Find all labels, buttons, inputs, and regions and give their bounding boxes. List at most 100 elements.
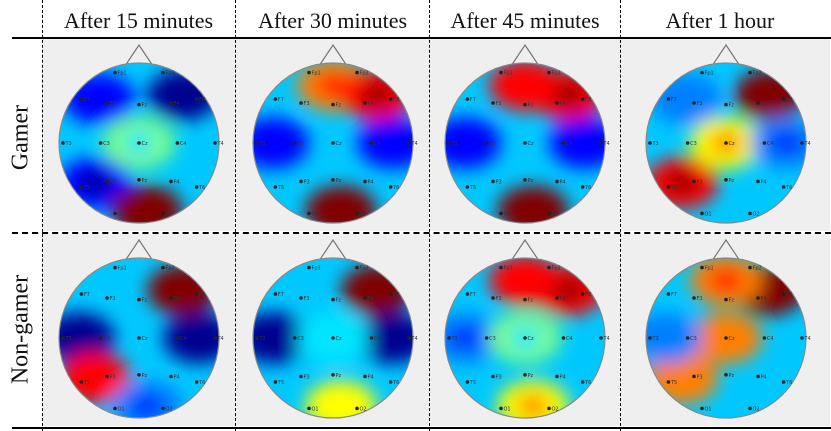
electrode-C3 (292, 141, 296, 145)
electrode-P3 (691, 179, 696, 184)
electrode-O2 (547, 211, 551, 216)
electrode-label-F3: F3 (303, 101, 309, 107)
electrode-label-C3: C3 (690, 141, 697, 147)
electrode-T3 (254, 141, 259, 145)
electrode-Pz (523, 373, 527, 377)
electrode-Fz (523, 297, 527, 302)
electrode-label-Cz: Cz (142, 336, 148, 342)
electrode-C4 (175, 336, 180, 340)
electrode-label-Pz: Pz (335, 178, 341, 184)
electrode-C4 (561, 336, 566, 340)
electrode-label-T4: T4 (803, 336, 810, 342)
topographic-map: Fp1 Fp2 F7 F3 Fz F4 F8 T3 C3 Cz C4 T4 T5 P3 Pz P4 T6 O1 O2 (644, 238, 810, 419)
topographic-map: Fp1 Fp2 F7 F3 Fz F4 F8 T3 C3 Cz C4 T4 T5 P3 Pz P4 T6 O1 O2 (644, 43, 810, 224)
electrode-label-Fp2: Fp2 (552, 266, 561, 272)
activation-core-temporal-left (63, 326, 95, 350)
electrode-F8 (580, 97, 585, 101)
electrode-O2 (161, 406, 165, 411)
electrode-label-F7: F7 (470, 292, 476, 298)
electrode-Cz (137, 141, 141, 145)
electrode-label-Fz: Fz (528, 103, 534, 109)
electrode-C3 (484, 141, 489, 145)
head-outline (444, 62, 606, 224)
electrode-label-Fp1: Fp1 (504, 266, 513, 272)
electrode-label-C4: C4 (766, 336, 773, 342)
activation-core-parietal-left (79, 366, 111, 390)
electrode-label-Fp2: Fp2 (752, 266, 761, 272)
electrode-F4 (169, 296, 173, 300)
activation-core-temporal-left (256, 131, 289, 155)
electrode-P4 (555, 374, 559, 379)
electrode-Fz (330, 102, 335, 107)
electrode-Fp2 (547, 265, 551, 270)
electrode-label-P3: P3 (496, 374, 502, 380)
electrode-F8 (781, 97, 785, 101)
topographic-map: Fp1 Fp2 F7 F3 Fz F4 F8 T3 C3 Cz C4 T4 T5 P3 Pz P4 T6 O1 O2 (444, 238, 610, 419)
electrode-T4 (799, 141, 804, 145)
electrode-P3 (298, 179, 303, 184)
electrode-label-F3: F3 (110, 101, 116, 107)
electrode-label-F4: F4 (174, 296, 180, 302)
electrode-label-Fp1: Fp1 (311, 71, 320, 77)
electrode-label-Pz: Pz (142, 373, 148, 379)
electrode-label-P3: P3 (496, 179, 502, 185)
head-nose (711, 238, 740, 262)
electrode-label-T6: T6 (785, 185, 792, 191)
electrode-C3 (98, 336, 103, 340)
electrode-label-F8: F8 (585, 97, 591, 103)
electrode-label-C3: C3 (489, 141, 496, 147)
electrode-T5 (666, 380, 670, 384)
electrode-label-F3: F3 (303, 296, 309, 302)
topographic-map: Fp1 Fp2 F7 F3 Fz F4 F8 T3 C3 Cz C4 T4 T5 P3 Pz P4 T6 O1 O2 (251, 238, 417, 419)
electrode-label-P3: P3 (303, 179, 309, 185)
head-outline (444, 257, 606, 419)
electrode-label-Pz: Pz (528, 178, 534, 184)
electrode-label-T3: T3 (451, 336, 458, 342)
electrode-F4 (555, 101, 559, 105)
electrode-label-Pz: Pz (728, 178, 734, 184)
column-divider-0 (42, 0, 43, 431)
electrode-Cz (137, 336, 141, 340)
electrode-label-Fp2: Fp2 (166, 266, 175, 272)
electrode-T5 (273, 185, 277, 189)
electrode-label-T4: T4 (217, 141, 224, 147)
head-outline (58, 257, 220, 419)
electrode-T4 (213, 336, 217, 340)
activation-core-temporal-right (376, 326, 409, 350)
electrode-T6 (194, 185, 199, 189)
electrode-Pz (723, 373, 728, 377)
electrode-O2 (161, 211, 165, 216)
electrode-Fp1 (113, 70, 117, 75)
electrode-label-Fp1: Fp1 (704, 266, 713, 272)
top-rule (12, 37, 831, 39)
bottom-rule (12, 427, 831, 429)
electrode-P3 (491, 179, 495, 184)
electrode-Cz (723, 336, 728, 340)
electrode-Fp1 (499, 265, 503, 270)
electrode-label-O1: O1 (311, 406, 318, 412)
electrode-label-F7: F7 (84, 97, 90, 103)
electrode-Fp2 (161, 265, 165, 270)
electrode-label-Pz: Pz (335, 373, 341, 379)
electrode-label-Pz: Pz (528, 373, 534, 379)
electrode-O1 (113, 406, 117, 411)
head-nose (124, 43, 154, 67)
electrode-label-T3: T3 (65, 141, 72, 147)
electrode-label-T5: T5 (669, 185, 676, 191)
electrode-label-P4: P4 (174, 179, 180, 185)
electrode-label-Fp2: Fp2 (359, 71, 368, 77)
electrode-O2 (354, 211, 359, 216)
electrode-label-F7: F7 (277, 292, 283, 298)
electrode-F7 (666, 292, 670, 296)
electrode-label-Fp2: Fp2 (752, 71, 761, 77)
electrode-label-Fp2: Fp2 (359, 266, 368, 272)
electrode-C4 (762, 141, 766, 145)
electrode-label-F8: F8 (393, 292, 399, 298)
electrode-label-P3: P3 (696, 374, 702, 380)
electrode-label-Pz: Pz (142, 178, 148, 184)
electrode-F4 (755, 101, 760, 105)
electrode-P3 (298, 374, 303, 379)
electrode-T5 (79, 380, 84, 384)
electrode-label-C4: C4 (766, 141, 773, 147)
electrode-label-F7: F7 (670, 292, 676, 298)
